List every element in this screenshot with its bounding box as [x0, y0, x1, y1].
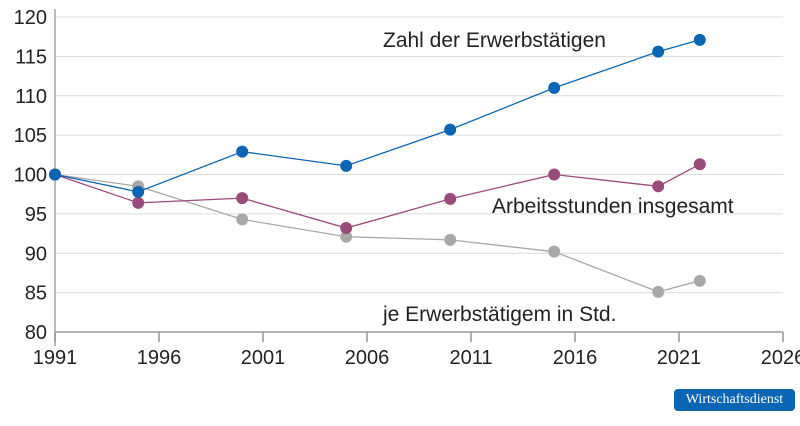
x-tick-label: 1991	[33, 347, 78, 369]
y-tick-label: 105	[14, 125, 47, 147]
x-tick-label: 2021	[657, 347, 702, 369]
data-point	[652, 285, 665, 298]
data-point	[340, 159, 353, 172]
y-tick-label: 90	[25, 243, 47, 265]
data-point	[132, 196, 145, 209]
data-point	[693, 158, 706, 171]
y-tick-label: 95	[25, 204, 47, 226]
data-point	[548, 168, 561, 181]
data-point	[652, 180, 665, 193]
x-tick-label: 2026	[761, 347, 800, 369]
data-point	[49, 168, 61, 181]
y-tick-label: 120	[14, 7, 47, 29]
series-line	[54, 163, 701, 229]
x-tick-label: 2016	[553, 347, 598, 369]
y-tick-label: 85	[25, 283, 47, 305]
data-point	[340, 230, 353, 243]
data-point	[548, 245, 561, 258]
data-point	[236, 145, 249, 158]
data-point	[444, 233, 457, 246]
series-label: Arbeitsstunden insgesamt	[492, 195, 734, 218]
data-point	[444, 192, 457, 205]
series-line	[54, 173, 700, 293]
x-tick-label: 2006	[345, 347, 390, 369]
series-label: je Erwerbstätigem in Std.	[382, 303, 616, 326]
y-tick-label: 80	[25, 322, 47, 344]
series-line	[54, 39, 700, 193]
source-badge: Wirtschaftsdienst	[674, 389, 795, 411]
data-point	[444, 123, 457, 136]
y-tick-label: 115	[15, 46, 47, 68]
data-point	[652, 45, 665, 58]
data-point	[340, 222, 353, 235]
data-point	[236, 192, 249, 205]
x-tick-label: 2011	[449, 347, 492, 369]
x-tick-label: 1996	[137, 347, 182, 369]
x-tick-label: 2001	[241, 347, 286, 369]
data-point	[132, 185, 145, 198]
data-point	[236, 213, 249, 226]
y-tick-label: 100	[14, 165, 47, 187]
data-point	[693, 33, 706, 46]
series-label: Zahl der Erwerbstätigen	[383, 29, 606, 52]
y-tick-label: 110	[15, 86, 47, 108]
data-point	[693, 274, 706, 287]
data-point	[548, 81, 561, 94]
